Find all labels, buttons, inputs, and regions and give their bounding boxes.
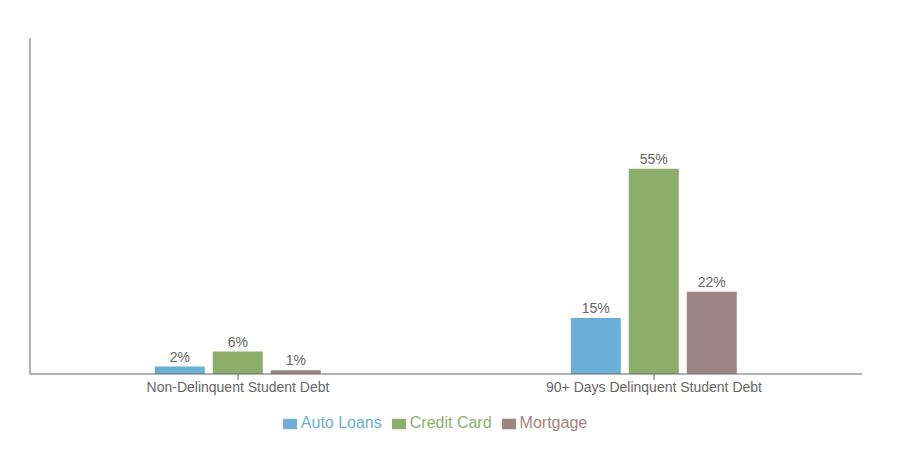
svg-text:22%: 22% xyxy=(698,274,726,290)
svg-text:1%: 1% xyxy=(286,352,306,368)
svg-text:55%: 55% xyxy=(640,151,668,167)
svg-text:90+ Days Delinquent Student De: 90+ Days Delinquent Student Debt xyxy=(546,379,762,395)
svg-text:2%: 2% xyxy=(170,349,190,365)
svg-text:6%: 6% xyxy=(228,334,248,350)
html-text:Mortgage: Mortgage xyxy=(519,414,588,431)
html-text:Credit Card: Credit Card xyxy=(409,414,492,431)
svg-text:Non-Delinquent Student Debt: Non-Delinquent Student Debt xyxy=(147,379,330,395)
svg-text:15%: 15% xyxy=(582,300,610,316)
html-text:Auto Loans: Auto Loans xyxy=(300,414,382,431)
